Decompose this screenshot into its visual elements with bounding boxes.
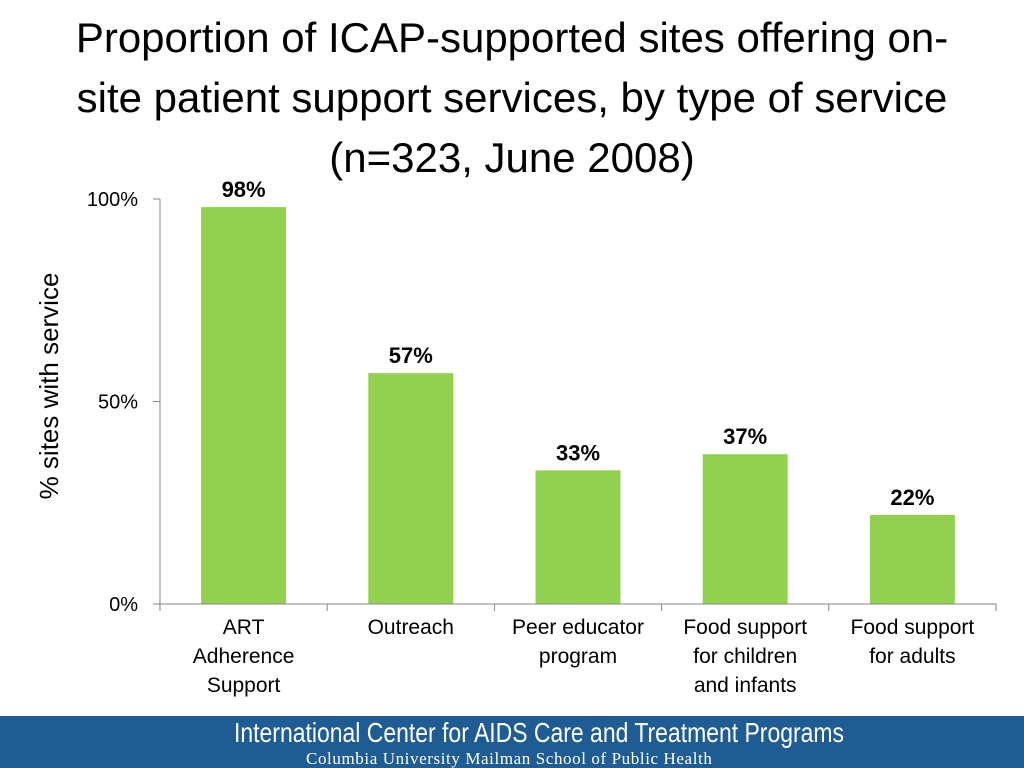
data-label-1: 98% [222,177,266,202]
axes-layer [153,198,997,611]
x-category-label-4: Food support for children and infants [683,616,807,697]
x-category-label-3-line-1: Peer educator [512,616,644,639]
x-category-label-1-line-2: Adherence [193,645,295,668]
y-tick-label-0: 0% [109,594,138,616]
bar-chart: 98% 57% 33% 37% 22% 0% 50% 100% ART Adherence Supp… [34,177,997,697]
data-label-3: 33% [556,440,600,465]
x-category-label-3: Peer educator program [512,616,644,668]
labels-layer: 98% 57% 33% 37% 22% 0% 50% 100% ART Adherence Supp… [34,177,974,697]
x-category-label-5-line-2: for adults [869,645,955,668]
x-category-label-2: Outreach [368,616,454,639]
slide-title-line-3: (n=323, June 2008) [329,134,695,181]
x-category-label-4-line-3: and infants [694,674,797,697]
y-tick-label-1: 50% [98,392,138,414]
bars-layer [201,207,955,604]
x-category-label-5: Food support for adults [851,616,975,668]
bar-3 [535,470,621,604]
x-category-label-4-line-2: for children [693,645,797,668]
footer-banner: International Center for AIDS Care and T… [0,716,1024,768]
slide-title-line-2: site patient support services, by type o… [76,74,948,121]
data-label-2: 57% [389,343,433,368]
data-label-5: 22% [890,485,934,510]
bar-1 [201,207,287,604]
footer-affiliation: Columbia University Mailman School of Pu… [306,749,713,768]
data-label-4: 37% [723,424,767,449]
bar-2 [368,373,454,604]
y-tick-label-2: 100% [87,189,138,211]
slide-title-line-1: Proportion of ICAP-supported sites offer… [75,14,949,61]
x-category-label-4-line-1: Food support [683,616,807,639]
y-axis-title: % sites with service [34,273,64,500]
bar-4 [702,454,788,604]
slide-title: Proportion of ICAP-supported sites offer… [20,8,1004,188]
x-category-label-1: ART Adherence Support [193,616,295,697]
footer-organization: International Center for AIDS Care and T… [234,717,845,748]
x-category-label-3-line-2: program [539,645,617,668]
x-category-label-1-line-1: ART [223,616,265,639]
x-category-label-1-line-3: Support [207,674,281,697]
bar-5 [869,514,955,604]
x-category-label-5-line-1: Food support [851,616,975,639]
x-category-label-2-line-1: Outreach [368,616,454,639]
